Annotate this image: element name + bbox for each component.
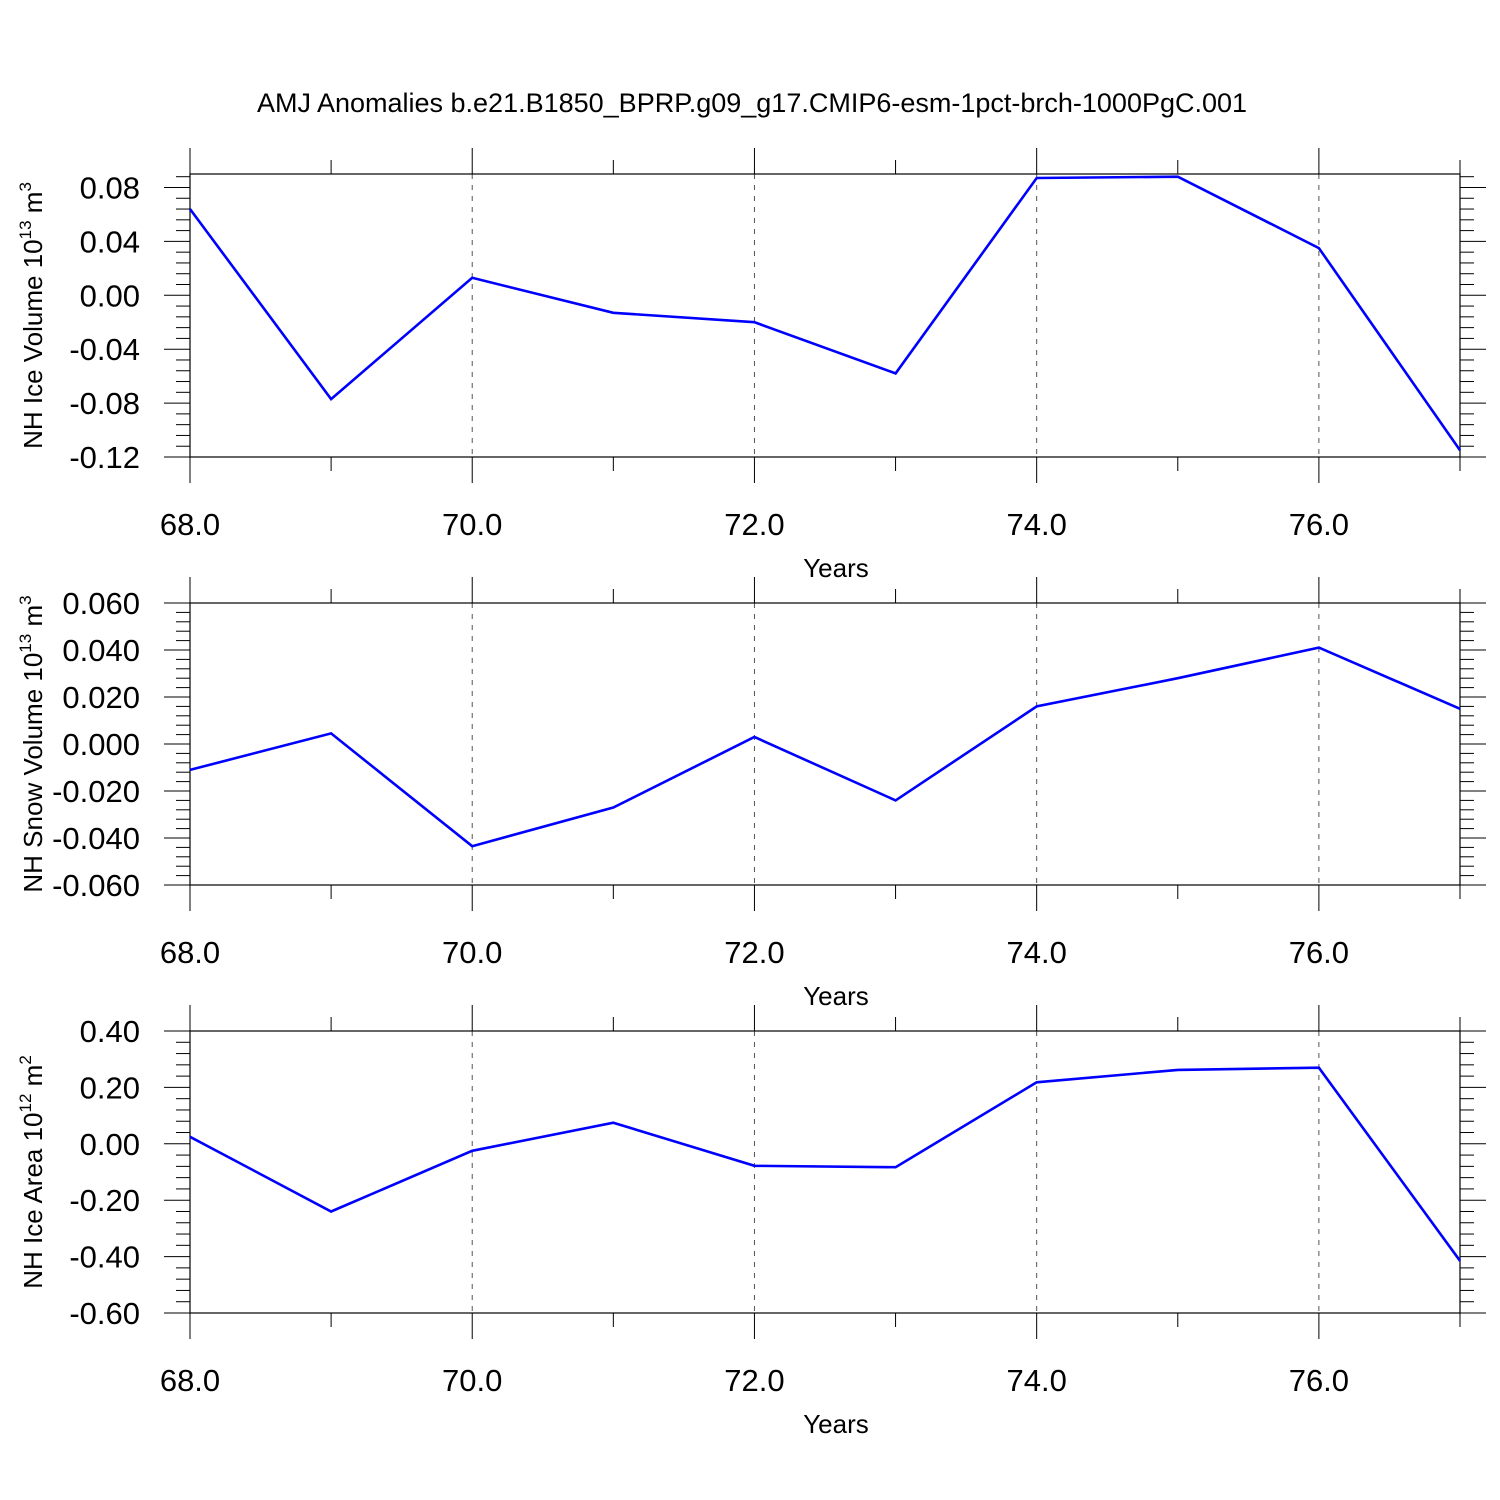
series-line	[189, 646, 1461, 848]
y-axis-title: NH Ice Area 1012 m2	[16, 1055, 48, 1289]
y-tick-label: -0.20	[69, 1183, 140, 1218]
series-line	[188, 175, 1462, 452]
x-tick-label: 76.0	[1289, 935, 1349, 970]
unit-exponent: 3	[16, 182, 35, 191]
x-axis-title: Years	[803, 981, 869, 1011]
y-axis-title-part: NH Snow Volume 10	[18, 653, 48, 893]
y-tick-label: -0.020	[52, 774, 140, 809]
y-tick-label: 0.04	[80, 224, 140, 259]
x-tick-label: 72.0	[724, 935, 784, 970]
y-tick-label: -0.040	[52, 821, 140, 856]
x-axis-title: Years	[803, 1409, 869, 1439]
chart-title: AMJ Anomalies b.e21.B1850_BPRP.g09_g17.C…	[257, 88, 1247, 118]
x-tick-label: 76.0	[1289, 507, 1349, 542]
y-axis-title-part: NH Ice Area 10	[18, 1112, 48, 1288]
y-tick-label: 0.000	[62, 727, 140, 762]
x-tick-label: 70.0	[442, 935, 502, 970]
y-tick-label: -0.08	[69, 386, 140, 421]
y-tick-label: -0.12	[69, 440, 140, 475]
y-axis-title-part: m	[18, 192, 48, 221]
y-tick-label: 0.00	[80, 278, 140, 313]
x-tick-label: 74.0	[1006, 1363, 1066, 1398]
x-tick-label: 70.0	[442, 507, 502, 542]
x-tick-label: 68.0	[160, 935, 220, 970]
y-tick-label: -0.060	[52, 868, 140, 903]
y-axis-title-part: m	[18, 605, 48, 634]
x-tick-label: 76.0	[1289, 1363, 1349, 1398]
x-tick-label: 70.0	[442, 1363, 502, 1398]
series-line	[189, 1066, 1462, 1262]
y-tick-label: 0.040	[62, 633, 140, 668]
y-tick-label: 0.20	[80, 1070, 140, 1105]
unit-exponent: 13	[16, 220, 35, 239]
x-tick-label: 72.0	[724, 1363, 784, 1398]
y-tick-label: -0.04	[69, 332, 140, 367]
x-tick-label: 68.0	[160, 1363, 220, 1398]
unit-exponent: 2	[16, 1055, 35, 1064]
y-axis-title: NH Ice Volume 1013 m3	[16, 182, 48, 449]
chart-panel-2: 68.0 70.0 72.0 74.0 76.0 Years 0.060 0.040 0.020…	[16, 577, 1486, 1011]
x-tick-label: 68.0	[160, 507, 220, 542]
y-axis-title: NH Snow Volume 1013 m3	[16, 595, 48, 892]
unit-exponent: 13	[16, 634, 35, 653]
y-axis-title-part: NH Ice Volume 10	[18, 239, 48, 449]
y-tick-label: 0.00	[80, 1127, 140, 1162]
x-tick-label: 72.0	[724, 507, 784, 542]
plot-frame	[189, 1030, 1461, 1314]
y-tick-label: 0.08	[80, 170, 140, 205]
unit-exponent: 3	[16, 595, 35, 604]
y-axis-title-part: m	[18, 1065, 48, 1094]
y-tick-label: -0.60	[69, 1296, 140, 1331]
y-tick-label: -0.40	[69, 1240, 140, 1275]
x-tick-label: 74.0	[1006, 935, 1066, 970]
chart-panel-1: 68.0 70.0 72.0 74.0 76.0 Years 0.08 0.04 0.00 -0.…	[16, 148, 1486, 583]
y-tick-label: 0.060	[62, 586, 140, 621]
chart-panel-3: 68.0 70.0 72.0 74.0 76.0 Years 0.40 0.20 0.00 -0.…	[16, 1005, 1486, 1439]
unit-exponent: 12	[16, 1094, 35, 1113]
x-axis-title: Years	[803, 553, 869, 583]
plot-frame	[189, 602, 1461, 886]
y-tick-label: 0.40	[80, 1014, 140, 1049]
plot-frame	[189, 173, 1461, 458]
y-tick-label: 0.020	[62, 680, 140, 715]
x-tick-label: 74.0	[1006, 507, 1066, 542]
